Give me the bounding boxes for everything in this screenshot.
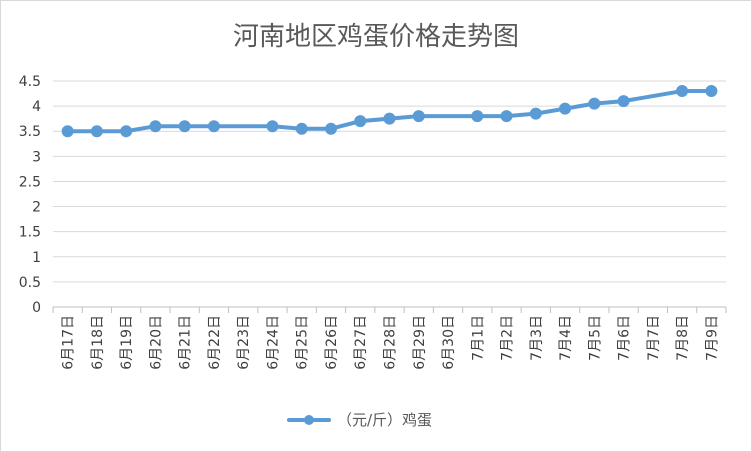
series-line (65, 89, 714, 134)
y-tick-labels: 0 0.5 1 1.5 2 2.5 3 3.5 4 4.5 (19, 74, 41, 316)
y-tick-label: 3.5 (19, 124, 41, 140)
x-tick-label: 6月27日 (353, 315, 369, 370)
data-point[interactable] (266, 120, 279, 133)
grid-lines (53, 80, 726, 283)
data-point[interactable] (705, 85, 718, 98)
y-tick-label: 3 (32, 149, 41, 165)
data-point[interactable] (676, 85, 689, 98)
y-tick-label: 4 (32, 99, 41, 115)
y-tick-label: 4.5 (19, 74, 41, 90)
legend-label: （元/斤）鸡蛋 (337, 411, 432, 429)
x-tick-label: 6月19日 (119, 315, 135, 370)
x-tick-label: 6月30日 (441, 315, 457, 370)
axes (52, 306, 727, 313)
x-tick-labels: 6月17日 6月18日 6月19日 6月20日 6月21日 6月22日 6月23日 6月24日… (61, 315, 721, 370)
data-point[interactable] (61, 125, 74, 138)
data-point[interactable] (559, 102, 572, 115)
x-tick-label: 6月21日 (178, 315, 194, 370)
x-tick-label: 7月3日 (529, 315, 545, 361)
y-tick-label: 2 (32, 200, 41, 216)
x-tick-label: 7月9日 (704, 315, 720, 361)
data-point[interactable] (383, 112, 396, 125)
y-tick-label: 1 (32, 250, 41, 266)
data-point[interactable] (207, 120, 220, 133)
x-tick-label: 7月5日 (587, 315, 603, 361)
x-tick-label: 6月20日 (148, 315, 164, 370)
data-point[interactable] (500, 110, 513, 123)
y-tick-label: 1.5 (19, 225, 41, 241)
x-tick-label: 6月25日 (295, 315, 311, 370)
x-tick-label: 6月28日 (383, 315, 399, 370)
series-layer (61, 85, 718, 138)
y-tick-label: 0.5 (19, 275, 41, 291)
data-point[interactable] (471, 110, 484, 123)
data-point[interactable] (178, 120, 191, 133)
x-tick-label: 6月17日 (61, 315, 77, 370)
data-point[interactable] (354, 115, 367, 128)
data-point[interactable] (617, 95, 630, 108)
x-tick-label: 7月6日 (617, 315, 633, 361)
x-tick-label: 6月26日 (324, 315, 340, 370)
data-point[interactable] (412, 110, 425, 123)
x-tick-label: 7月2日 (500, 315, 516, 361)
legend-marker (304, 415, 314, 425)
data-point[interactable] (149, 120, 162, 133)
y-tick-label: 0 (32, 300, 41, 316)
y-tick-label: 2.5 (19, 174, 41, 190)
data-point[interactable] (324, 122, 337, 135)
x-tick-label: 7月7日 (646, 315, 662, 361)
chart-title: 河南地区鸡蛋价格走势图 (233, 22, 519, 52)
x-tick-label: 7月4日 (558, 315, 574, 361)
data-point[interactable] (90, 125, 103, 138)
x-tick-label: 6月24日 (265, 315, 281, 370)
data-point[interactable] (295, 122, 308, 135)
x-tick-label: 6月23日 (236, 315, 252, 370)
x-tick-label: 6月18日 (90, 315, 106, 370)
x-tick-label: 6月29日 (412, 315, 428, 370)
legend[interactable]: （元/斤）鸡蛋 (287, 411, 432, 429)
x-tick-label: 6月22日 (207, 315, 223, 370)
data-point[interactable] (588, 97, 601, 110)
x-tick-label: 7月1日 (470, 315, 486, 361)
x-tick-label: 7月8日 (675, 315, 691, 361)
data-point[interactable] (120, 125, 133, 138)
data-point[interactable] (529, 107, 542, 120)
